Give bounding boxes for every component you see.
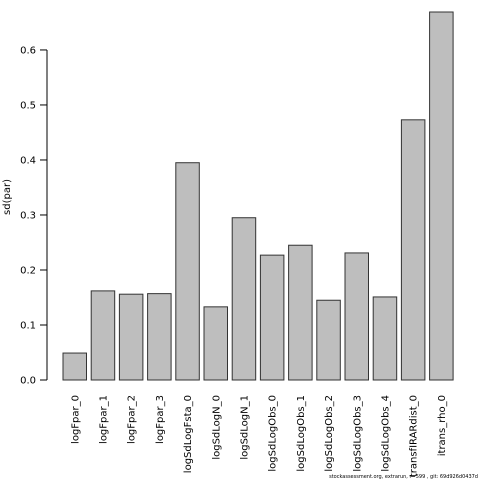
x-tick-label: logSdLogN_1 (239, 395, 250, 460)
bar (90, 290, 116, 381)
y-tick-label: 0.5 (20, 100, 36, 111)
y-tick-label: 0.3 (20, 210, 36, 221)
x-tick-label: logSdLogObs_4 (380, 395, 391, 472)
x-tick-label: logSdLogFsta_0 (183, 395, 194, 473)
x-tick-label: logFpar_2 (127, 395, 138, 444)
bar (147, 293, 172, 381)
x-tick-label: transfIRARdist_0 (409, 395, 420, 477)
bar (372, 296, 398, 381)
bar (231, 217, 257, 381)
bar (288, 244, 313, 381)
x-tick-label: logSdLogObs_2 (324, 395, 335, 472)
bar (62, 352, 87, 381)
x-tick-label: logSdLogObs_1 (296, 395, 307, 472)
x-tick-label: logFpar_0 (70, 395, 81, 444)
bar (118, 293, 144, 381)
bar (400, 119, 426, 381)
y-tick-label: 0.4 (20, 155, 36, 166)
bar (316, 299, 341, 381)
bar (344, 252, 369, 381)
bar (175, 162, 200, 381)
x-tick-label: logSdLogObs_0 (268, 395, 279, 472)
y-tick-label: 0.2 (20, 265, 36, 276)
x-tick-label: logFpar_1 (98, 395, 109, 444)
x-tick-label: logFpar_3 (155, 395, 166, 444)
y-tick-label: 0.1 (20, 320, 36, 331)
y-tick-label: 0.6 (20, 45, 36, 56)
bar (203, 306, 228, 381)
bar (259, 254, 285, 381)
bar (429, 11, 454, 381)
y-tick-label: 0.0 (20, 376, 36, 387)
x-tick-label: itrans_rho_0 (437, 395, 448, 456)
footnote: stockassessment.org, extrarun, r=599 , g… (329, 474, 478, 480)
x-tick-label: logSdLogN_0 (211, 395, 222, 460)
y-axis-label: sd(par) (2, 179, 13, 215)
x-tick-label: logSdLogObs_3 (352, 395, 363, 472)
